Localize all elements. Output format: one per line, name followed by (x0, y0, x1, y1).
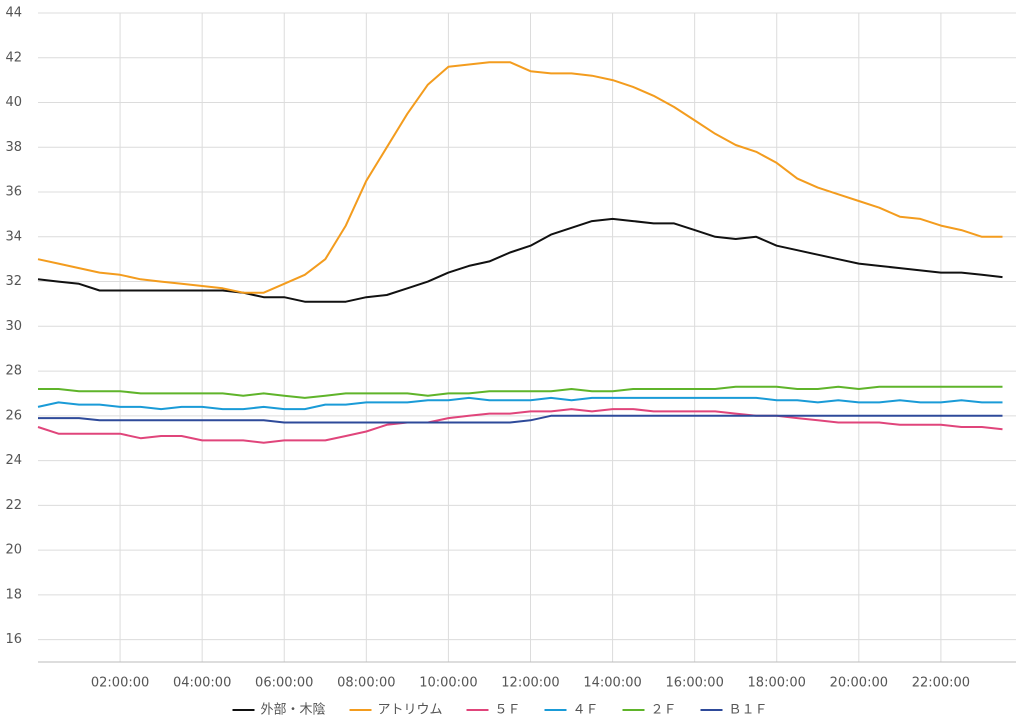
x-tick-label: 10:00:00 (419, 676, 477, 691)
legend-label: 外部・木陰 (261, 703, 326, 718)
x-tick-label: 18:00:00 (748, 676, 806, 691)
y-tick-label: 44 (5, 6, 22, 21)
x-tick-label: 14:00:00 (583, 676, 641, 691)
series-line (37, 396, 1003, 411)
y-tick-label: 22 (5, 498, 22, 513)
y-tick-label: 32 (5, 274, 22, 289)
y-tick-label: 18 (5, 587, 22, 602)
y-tick-label: 42 (5, 50, 22, 65)
legend-label: ５Ｆ (495, 703, 521, 718)
series-line (37, 61, 1003, 294)
y-tick-label: 26 (5, 408, 22, 423)
legend-label: アトリウム (378, 703, 443, 718)
x-tick-label: 12:00:00 (501, 676, 559, 691)
x-tick-label: 02:00:00 (91, 676, 149, 691)
y-tick-label: 20 (5, 543, 22, 558)
series-line (38, 385, 1003, 399)
series-line (37, 408, 1003, 444)
legend-label: ４Ｆ (573, 703, 599, 718)
x-tick-label: 06:00:00 (255, 676, 313, 691)
x-tick-label: 20:00:00 (830, 676, 888, 691)
series-line (37, 217, 1003, 303)
y-tick-label: 30 (5, 319, 22, 334)
legend-label: Ｂ１Ｆ (729, 703, 768, 718)
series-line (38, 414, 1003, 424)
x-tick-label: 04:00:00 (173, 676, 231, 691)
y-tick-label: 40 (5, 95, 22, 110)
y-tick-label: 34 (5, 229, 22, 244)
x-tick-label: 08:00:00 (337, 676, 395, 691)
y-tick-label: 28 (5, 364, 22, 379)
y-tick-label: 38 (5, 140, 22, 155)
y-tick-label: 24 (5, 453, 22, 468)
y-tick-label: 16 (5, 632, 22, 647)
legend-label: ２Ｆ (651, 703, 677, 718)
x-tick-label: 16:00:00 (665, 676, 723, 691)
y-tick-label: 36 (5, 185, 22, 200)
x-tick-label: 22:00:00 (912, 676, 970, 691)
